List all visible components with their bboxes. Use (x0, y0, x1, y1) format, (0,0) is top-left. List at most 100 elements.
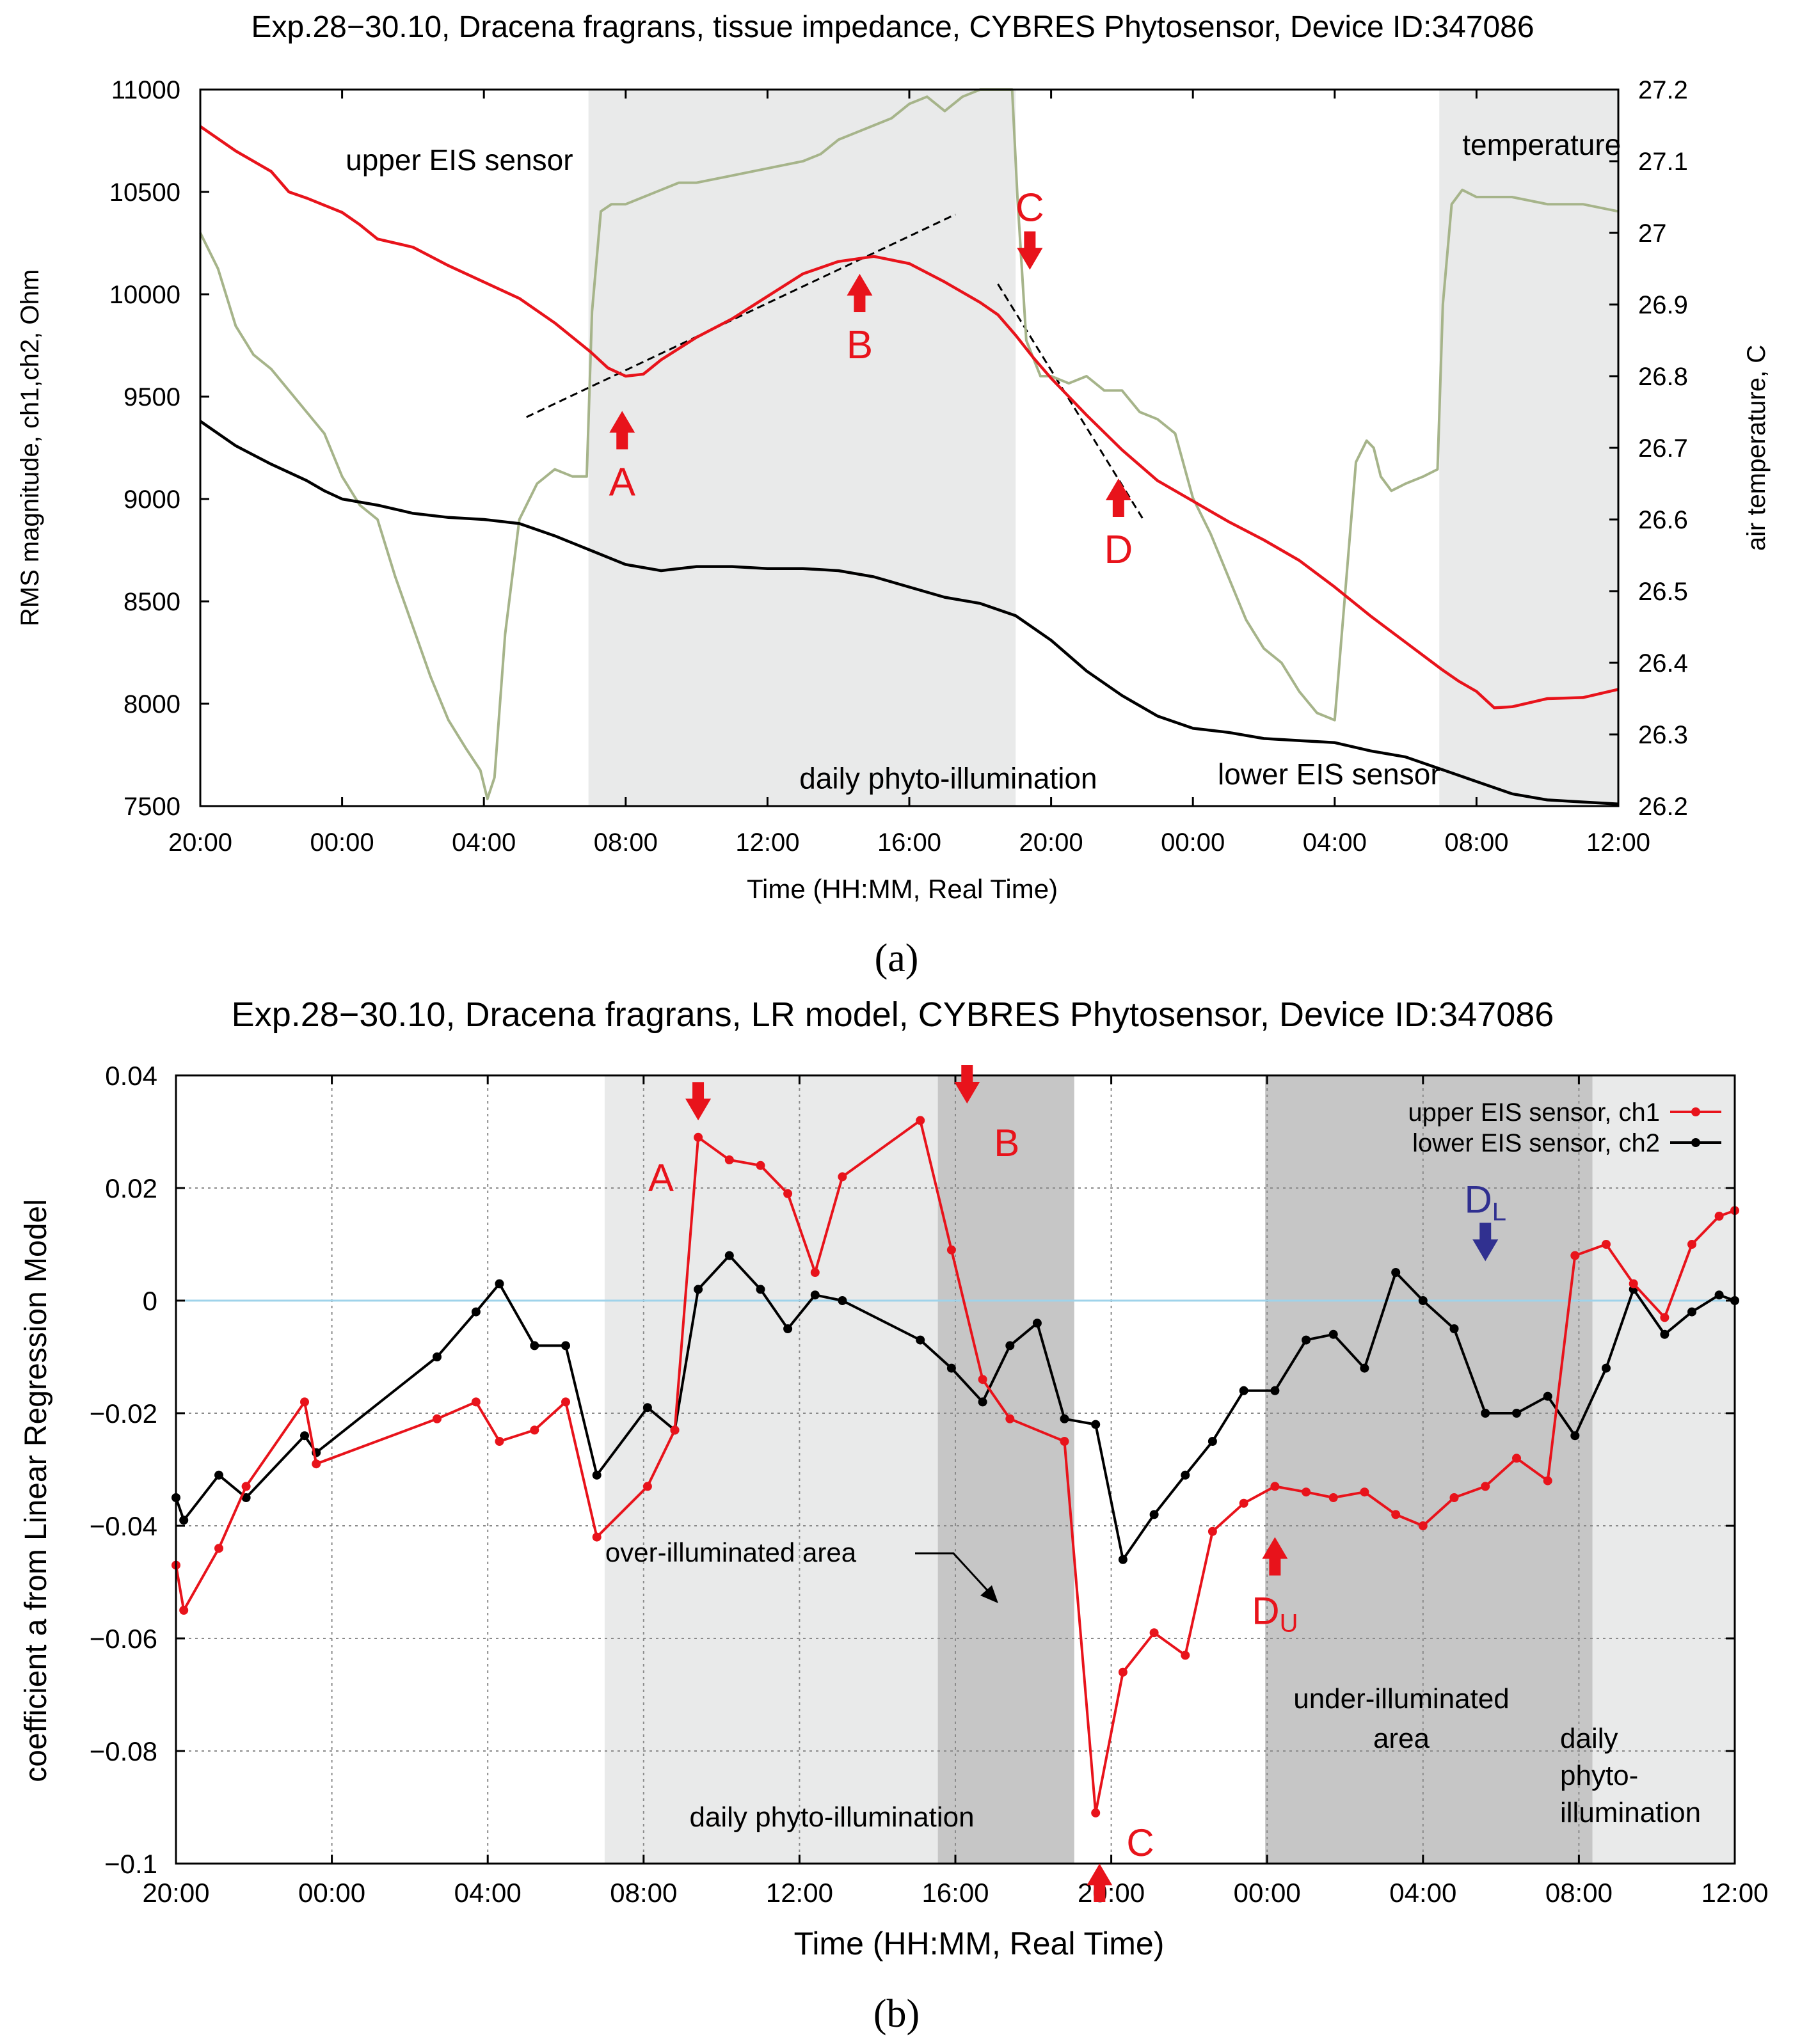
data-point-lower-ch2 (1118, 1555, 1128, 1564)
data-point-upper-ch1 (214, 1544, 223, 1553)
data-point-lower-ch2 (1543, 1391, 1552, 1401)
x-tick-label: 08:00 (1444, 828, 1508, 857)
data-point-upper-ch1 (1149, 1628, 1159, 1638)
panel-a-y2label: air temperature, C (1742, 345, 1771, 551)
data-point-upper-ch1 (1687, 1240, 1696, 1249)
y-tick-label: 8500 (124, 588, 180, 616)
y2-tick-label: 26.3 (1638, 721, 1688, 749)
data-point-lower-ch2 (530, 1341, 539, 1351)
data-point-lower-ch2 (1449, 1324, 1459, 1333)
x-tick-label: 20:00 (1019, 828, 1083, 857)
data-point-lower-ch2 (592, 1470, 602, 1480)
data-point-upper-ch1 (916, 1116, 925, 1125)
y-tick-label: 0.02 (105, 1173, 157, 1203)
data-point-lower-ch2 (1328, 1329, 1338, 1339)
panel-a-annotations: A B C D (609, 186, 1133, 572)
data-point-upper-ch1 (1660, 1313, 1669, 1322)
x-tick-label: 12:00 (1586, 828, 1650, 857)
legend-marker-2 (1691, 1138, 1700, 1147)
annotation-B: B (847, 323, 873, 367)
panel-a-series (199, 88, 1619, 806)
legend-label-2: lower EIS sensor, ch2 (1412, 1129, 1660, 1157)
data-point-upper-ch1 (838, 1172, 847, 1182)
y2-tick-label: 27.1 (1638, 148, 1688, 176)
data-point-lower-ch2 (561, 1341, 570, 1351)
data-point-lower-ch2 (1149, 1510, 1159, 1519)
data-point-upper-ch1 (1602, 1240, 1611, 1249)
x-tick-label: 04:00 (454, 1878, 522, 1908)
arrow-B (954, 1065, 980, 1104)
x-tick-label: 12:00 (735, 828, 799, 857)
panel-a-ticks: 20:00 00:00 04:00 08:00 12:00 16:00 20:00 00:00… (109, 76, 1688, 857)
annotation-DU: DU (1252, 1590, 1298, 1638)
data-point-upper-ch1 (946, 1245, 956, 1255)
y2-tick-label: 26.7 (1638, 434, 1688, 463)
panel-b-xlabel: Time (HH:MM, Real Time) (794, 1926, 1165, 1961)
data-point-lower-ch2 (1512, 1409, 1521, 1418)
arrow-C (1087, 1864, 1113, 1902)
data-point-upper-ch1 (1391, 1510, 1401, 1519)
data-point-upper-ch1 (978, 1375, 987, 1384)
x-tick-label: 00:00 (1234, 1878, 1301, 1908)
x-tick-label: 04:00 (452, 828, 516, 857)
data-point-lower-ch2 (1602, 1363, 1611, 1373)
data-point-lower-ch2 (1660, 1329, 1669, 1339)
label-over-illuminated: over-illuminated area (605, 1537, 857, 1567)
series-label-temperature: temperature (1462, 128, 1621, 161)
data-point-lower-ch2 (783, 1324, 793, 1333)
panel-b-region-labels: over-illuminated area under-illuminated … (605, 1537, 1701, 1833)
data-point-lower-ch2 (433, 1352, 442, 1361)
y-tick-label: 9500 (124, 383, 180, 411)
x-tick-label: 00:00 (1161, 828, 1225, 857)
annotation-B: B (994, 1121, 1019, 1164)
y-tick-label: −0.04 (90, 1511, 157, 1541)
data-point-upper-ch1 (1005, 1414, 1015, 1423)
data-point-upper-ch1 (1512, 1454, 1521, 1463)
data-point-lower-ch2 (1005, 1341, 1015, 1351)
label-under-illuminated-2: area (1373, 1723, 1430, 1754)
y2-tick-label: 26.9 (1638, 291, 1688, 319)
panel-b-label: (b) (873, 1992, 920, 2036)
over-illuminated-pointer (915, 1552, 990, 1593)
label-daily-right-2: phyto- (1560, 1760, 1638, 1791)
x-tick-label: 20:00 (142, 1878, 209, 1908)
data-point-lower-ch2 (1060, 1414, 1069, 1423)
data-point-upper-ch1 (1207, 1526, 1217, 1536)
y-tick-label: 0.04 (105, 1061, 157, 1091)
data-point-upper-ch1 (495, 1437, 504, 1446)
x-tick-label: 00:00 (298, 1878, 365, 1908)
data-point-upper-ch1 (1060, 1437, 1069, 1446)
arrow-DU (1262, 1537, 1288, 1576)
y2-tick-label: 26.8 (1638, 363, 1688, 391)
data-point-upper-ch1 (670, 1425, 680, 1435)
data-point-upper-ch1 (1360, 1487, 1369, 1497)
data-point-upper-ch1 (756, 1161, 765, 1170)
panel-a-series-labels: upper EIS sensor temperature daily phyto-i… (346, 128, 1621, 795)
annotation-A: A (648, 1156, 674, 1199)
data-point-lower-ch2 (694, 1285, 703, 1294)
data-point-lower-ch2 (179, 1516, 189, 1525)
y-tick-label: 0 (143, 1286, 157, 1316)
data-point-upper-ch1 (1118, 1667, 1128, 1677)
y-tick-label: 10500 (109, 178, 180, 207)
x-tick-label: 04:00 (1389, 1878, 1456, 1908)
data-point-lower-ch2 (1032, 1319, 1042, 1328)
illumination-region-1 (604, 1075, 938, 1864)
panel-b-title: Exp.28−30.10, Dracena fragrans, LR model… (232, 995, 1554, 1034)
data-point-lower-ch2 (1302, 1335, 1311, 1345)
series-line-upper-ch1 (175, 1119, 1735, 1814)
panel-a-title: Exp.28−30.10, Dracena fragrans, tissue i… (251, 10, 1534, 44)
data-point-lower-ch2 (471, 1307, 481, 1317)
arrow-B (847, 274, 873, 312)
series-label-daily-phyto-illumination: daily phyto-illumination (799, 761, 1097, 795)
panel-b-grid (176, 1075, 1735, 1864)
data-point-upper-ch1 (241, 1482, 251, 1491)
data-point-upper-ch1 (1328, 1493, 1338, 1502)
data-point-upper-ch1 (783, 1189, 793, 1198)
series-line-temperature (199, 88, 1619, 800)
data-point-lower-ch2 (1481, 1409, 1490, 1418)
x-tick-label: 12:00 (1701, 1878, 1768, 1908)
y-tick-label: 8000 (124, 690, 180, 718)
